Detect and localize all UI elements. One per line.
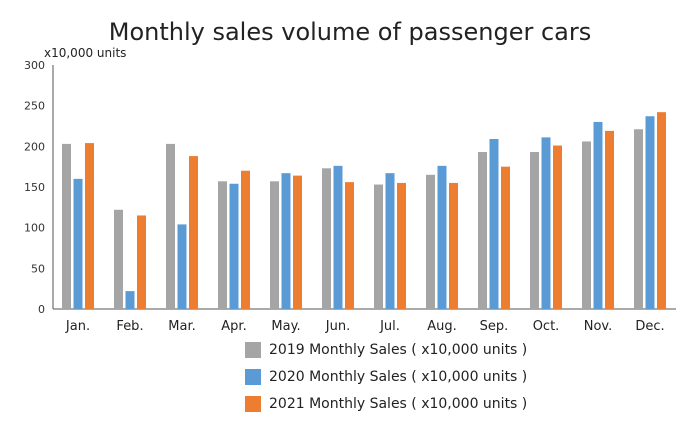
x-tick-label: Feb. (116, 319, 143, 334)
bar-apr-series-1 (229, 183, 239, 309)
x-tick-label: Mar. (168, 319, 195, 334)
bar-apr-series-2 (241, 170, 250, 309)
bar-mar-series-1 (177, 224, 187, 309)
bar-nov-series-1 (593, 121, 603, 309)
bar-jun-series-1 (333, 165, 343, 309)
bar-jan-series-0 (62, 143, 71, 309)
x-tick-label: May. (271, 319, 300, 334)
y-tick-label: 200 (24, 140, 45, 153)
x-tick-label: Jan. (65, 319, 90, 334)
bar-jul-series-1 (385, 173, 395, 309)
bar-jun-series-0 (322, 168, 331, 309)
y-tick-label: 150 (24, 181, 45, 194)
bar-may-series-0 (270, 181, 279, 309)
bar-mar-series-0 (166, 143, 175, 309)
bar-feb-series-0 (114, 209, 123, 309)
bar-jan-series-1 (73, 178, 83, 309)
y-axis-unit-label: x10,000 units (44, 46, 127, 60)
bar-dec-series-0 (634, 129, 643, 309)
x-tick-label: Dec. (635, 319, 664, 334)
bar-apr-series-0 (218, 181, 227, 309)
bar-dec-series-1 (645, 116, 655, 310)
bar-jul-series-0 (374, 184, 383, 309)
bar-sep-series-0 (478, 152, 487, 309)
x-tick-label: Oct. (533, 319, 560, 334)
bar-jun-series-2 (345, 182, 354, 309)
x-tick-label: Jun. (325, 319, 350, 334)
bar-aug-series-1 (437, 165, 447, 309)
legend-label-2020: 2020 Monthly Sales ( x10,000 units ) (269, 369, 528, 385)
bar-jan-series-2 (85, 143, 94, 309)
legend-item-2019: 2019 Monthly Sales ( x10,000 units ) (245, 342, 527, 358)
bar-feb-series-2 (137, 215, 146, 309)
x-tick-label: Aug. (427, 319, 457, 334)
bar-sep-series-2 (501, 166, 510, 309)
bar-jul-series-2 (397, 182, 406, 309)
y-tick-label: 0 (38, 303, 45, 316)
bar-aug-series-2 (449, 182, 458, 309)
bar-may-series-1 (281, 173, 291, 309)
chart-title: Monthly sales volume of passenger cars (108, 18, 592, 46)
bar-feb-series-1 (125, 291, 135, 309)
y-tick-label: 50 (31, 262, 45, 275)
x-tick-label: Sep. (480, 319, 509, 334)
legend-swatch-2019 (245, 342, 261, 358)
legend-item-2020: 2020 Monthly Sales ( x10,000 units ) (245, 369, 527, 385)
legend-label-2019: 2019 Monthly Sales ( x10,000 units ) (269, 342, 528, 358)
y-tick-label: 250 (24, 100, 45, 113)
legend-item-2021: 2021 Monthly Sales ( x10,000 units ) (245, 396, 527, 412)
bar-sep-series-1 (489, 139, 499, 309)
bar-mar-series-2 (189, 156, 198, 309)
bar-nov-series-2 (605, 130, 614, 309)
bar-oct-series-1 (541, 137, 551, 309)
legend-swatch-2021 (245, 396, 261, 412)
legend-label-2021: 2021 Monthly Sales ( x10,000 units ) (269, 396, 528, 412)
legend-swatch-2020 (245, 369, 261, 385)
bar-nov-series-0 (582, 141, 591, 309)
y-tick-label: 100 (24, 222, 45, 235)
x-tick-label: Jul. (379, 319, 400, 334)
bar-oct-series-0 (530, 152, 539, 309)
bar-dec-series-2 (657, 112, 666, 309)
bar-aug-series-0 (426, 174, 435, 309)
x-tick-label: Apr. (221, 319, 246, 334)
y-tick-label: 300 (24, 59, 45, 72)
bar-oct-series-2 (553, 145, 562, 309)
x-tick-label: Nov. (584, 319, 613, 334)
bar-may-series-2 (293, 175, 302, 309)
